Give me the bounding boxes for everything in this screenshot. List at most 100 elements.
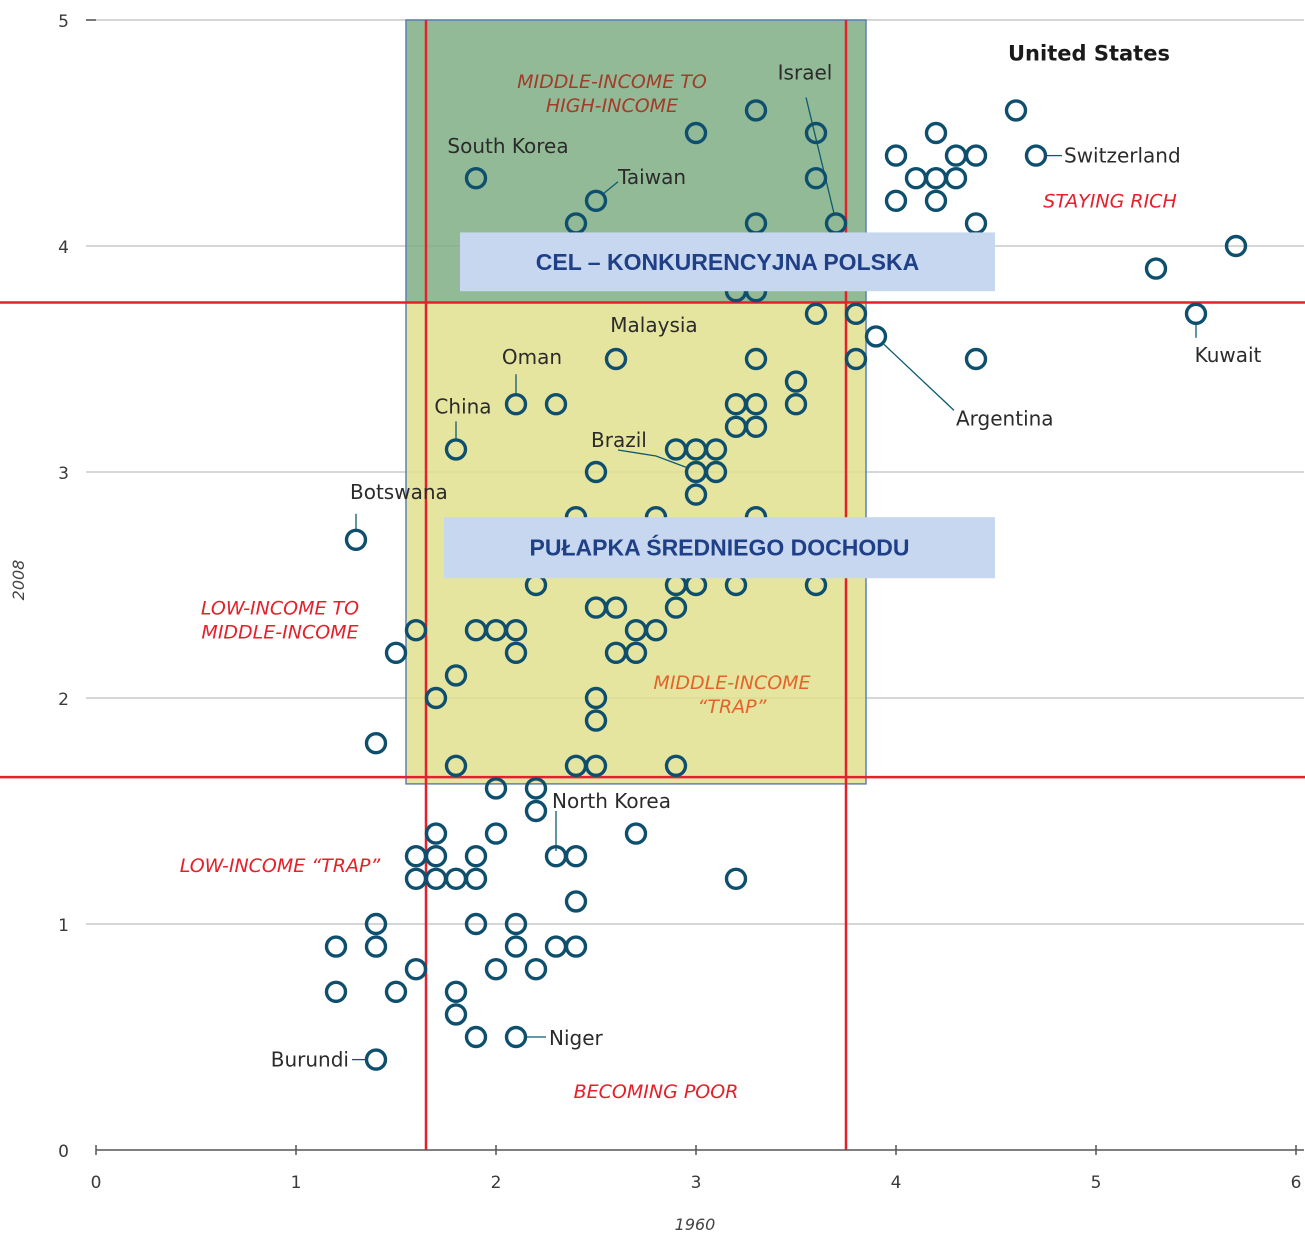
x-tick-label: 6 bbox=[1291, 1173, 1302, 1193]
leader-line bbox=[883, 343, 955, 411]
data-point bbox=[584, 709, 608, 732]
point-label: South Korea bbox=[447, 134, 568, 158]
region-label: MIDDLE-INCOME TO HIGH-INCOME bbox=[517, 71, 707, 117]
data-point bbox=[424, 867, 448, 890]
banner-text: PUŁAPKA ŚREDNIEGO DOCHODU bbox=[530, 534, 910, 561]
data-point bbox=[504, 935, 528, 958]
y-tick-label: 0 bbox=[58, 1142, 69, 1162]
data-point bbox=[324, 935, 348, 958]
data-point bbox=[484, 777, 508, 800]
data-point bbox=[464, 867, 488, 890]
data-point bbox=[444, 664, 468, 687]
y-tick-label: 5 bbox=[58, 12, 69, 32]
point-label: Israel bbox=[778, 60, 833, 84]
data-point bbox=[1004, 99, 1028, 122]
data-point bbox=[504, 641, 528, 664]
data-points bbox=[324, 99, 1248, 1071]
point-label: Oman bbox=[502, 345, 562, 369]
point-label: Brazil bbox=[591, 428, 647, 452]
leader-line bbox=[805, 97, 835, 214]
region-label: LOW-INCOME TO MIDDLE-INCOME bbox=[201, 597, 359, 643]
data-point bbox=[364, 935, 388, 958]
data-point bbox=[944, 144, 968, 167]
data-point bbox=[684, 483, 708, 506]
data-point bbox=[864, 325, 888, 348]
data-point bbox=[844, 302, 868, 325]
data-point bbox=[744, 347, 768, 371]
data-point bbox=[564, 845, 588, 868]
data-point bbox=[904, 166, 928, 190]
data-point bbox=[444, 754, 468, 777]
data-point bbox=[584, 754, 608, 777]
data-point bbox=[844, 347, 868, 371]
point-label: Taiwan bbox=[617, 165, 686, 189]
data-point bbox=[1024, 144, 1048, 167]
data-point bbox=[544, 935, 568, 958]
point-label: United States bbox=[1008, 41, 1170, 65]
data-point bbox=[504, 393, 528, 416]
data-point bbox=[964, 144, 988, 167]
data-point bbox=[424, 686, 448, 710]
region-label-line: MIDDLE-INCOME TO bbox=[517, 71, 707, 93]
data-point bbox=[924, 121, 948, 145]
data-point bbox=[664, 754, 688, 777]
data-point bbox=[1224, 234, 1248, 258]
data-point bbox=[464, 912, 488, 936]
data-point bbox=[424, 845, 448, 868]
threshold-lines bbox=[0, 20, 1305, 1150]
point-label: Malaysia bbox=[610, 313, 697, 337]
data-point bbox=[604, 347, 628, 371]
y-tick-label: 3 bbox=[58, 464, 69, 484]
y-tick-label: 1 bbox=[58, 916, 69, 936]
region-label-line: HIGH-INCOME bbox=[546, 95, 678, 117]
data-point bbox=[624, 822, 648, 845]
data-point bbox=[544, 393, 568, 416]
point-label: Kuwait bbox=[1195, 343, 1262, 367]
data-point bbox=[884, 189, 908, 213]
data-point bbox=[524, 958, 548, 981]
data-point bbox=[924, 166, 948, 190]
data-point bbox=[364, 1048, 388, 1071]
leader-line bbox=[601, 181, 619, 196]
data-point bbox=[804, 302, 828, 325]
data-point bbox=[584, 189, 608, 213]
data-point bbox=[364, 732, 388, 755]
region-label: LOW-INCOME “TRAP” bbox=[180, 855, 381, 877]
data-point bbox=[404, 845, 428, 868]
data-point bbox=[884, 144, 908, 167]
region-label-line: MIDDLE-INCOME bbox=[653, 672, 810, 694]
leader-line bbox=[617, 449, 689, 469]
region-label: BECOMING POOR bbox=[574, 1081, 739, 1103]
region-labels: MIDDLE-INCOME TO HIGH-INCOME STAYING RICH L… bbox=[180, 71, 1177, 1103]
data-point bbox=[944, 166, 968, 190]
data-point bbox=[964, 212, 988, 235]
y-tick-label: 2 bbox=[58, 690, 69, 710]
x-tick-label: 0 bbox=[91, 1173, 102, 1193]
y-tick-label: 4 bbox=[58, 238, 69, 258]
data-point bbox=[564, 935, 588, 958]
data-point bbox=[584, 460, 608, 484]
data-point bbox=[784, 393, 808, 416]
data-point bbox=[424, 822, 448, 845]
point-label: North Korea bbox=[552, 789, 671, 813]
data-point bbox=[444, 980, 468, 1003]
data-point bbox=[704, 460, 728, 484]
data-point bbox=[624, 641, 648, 664]
data-point bbox=[404, 619, 428, 642]
data-point bbox=[404, 867, 428, 890]
region-label-line: MIDDLE-INCOME bbox=[201, 621, 358, 643]
x-tick-label: 4 bbox=[891, 1173, 902, 1193]
data-point bbox=[784, 370, 808, 393]
data-point bbox=[444, 1003, 468, 1026]
point-label: Botswana bbox=[350, 480, 448, 504]
data-point bbox=[504, 1025, 528, 1049]
data-point bbox=[664, 596, 688, 619]
region-label-line: “TRAP” bbox=[698, 696, 767, 718]
axes: 0 1 2 3 4 5 6 0 1 2 3 4 5 bbox=[58, 12, 1304, 1193]
data-point bbox=[1184, 302, 1208, 325]
x-axis-title: 1960 bbox=[675, 1215, 716, 1234]
data-point bbox=[344, 528, 368, 551]
data-point bbox=[744, 415, 768, 438]
data-point bbox=[964, 347, 988, 371]
